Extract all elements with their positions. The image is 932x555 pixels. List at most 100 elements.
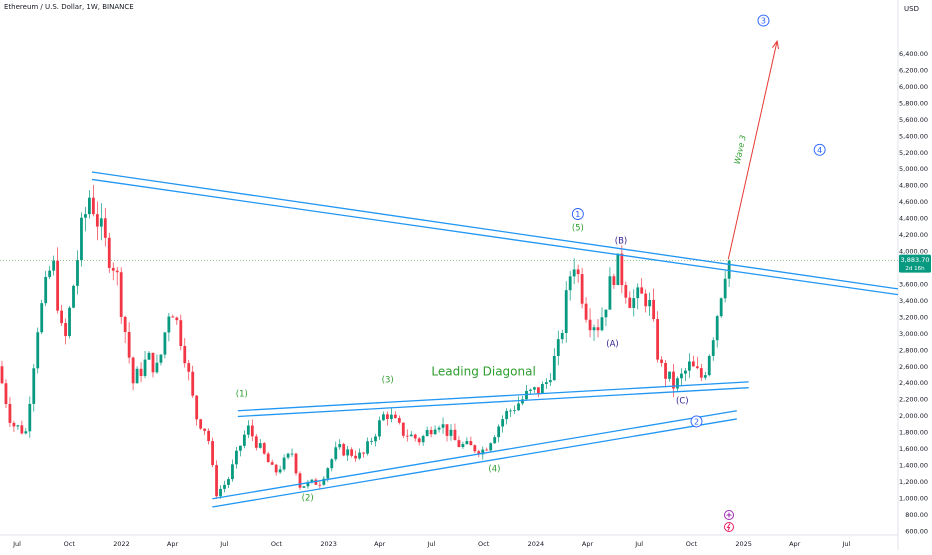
price-tick-label: 3,200.00 (899, 313, 928, 321)
price-axis[interactable]: 600.00 800.00 1,000.00 1,200.00 1,400.00 1,60… (899, 50, 928, 535)
time-tick-label: Oct (478, 540, 490, 548)
price-tick-label: 800.00 (905, 511, 928, 519)
candle-body (135, 368, 139, 384)
add-plus-icon[interactable] (724, 510, 734, 520)
candle-body (0, 366, 4, 384)
candle-body (604, 309, 608, 318)
candle-body (171, 316, 175, 318)
candle-body (620, 253, 624, 286)
candle-body (242, 434, 246, 446)
candle-body (429, 429, 433, 435)
candle-body (505, 411, 509, 420)
wave-circle-label: 4 (817, 146, 822, 155)
candle-body (660, 359, 663, 363)
candle-body (477, 451, 481, 455)
lightning-icon[interactable] (724, 522, 734, 532)
candle-body (417, 438, 421, 443)
candle-body (362, 452, 365, 454)
candle-body (680, 373, 683, 379)
candle-body (334, 447, 338, 460)
candle-body (123, 316, 127, 333)
candle-body (449, 429, 453, 436)
candle-body (326, 468, 330, 479)
candle-body (358, 452, 361, 459)
candle-body (16, 425, 20, 427)
candle-body (664, 362, 667, 379)
candle-body (711, 340, 715, 356)
candle-body (453, 429, 457, 441)
price-tick-label: 4,200.00 (899, 231, 928, 239)
symbol-title: Ethereum / U.S. Dollar, 1W, BINANCE (4, 3, 134, 11)
candle-body (493, 437, 497, 444)
candle-body (668, 371, 671, 379)
time-tick-label: 2022 (113, 540, 130, 548)
price-tick-label: 3,000.00 (899, 330, 928, 338)
candle-body (314, 479, 318, 485)
candle-body (274, 464, 278, 473)
candle-body (588, 319, 592, 331)
trendline-upper-resistance-b (91, 178, 899, 296)
candle-body (68, 307, 71, 337)
candle-body (286, 453, 290, 458)
candle-body (564, 290, 568, 334)
time-tick-label: Jul (634, 540, 643, 548)
candle-body (572, 269, 576, 277)
candle-body (401, 422, 405, 436)
trendline-diagonal-upper-a (237, 381, 749, 412)
candle-body (318, 484, 322, 486)
candle-body (294, 453, 298, 474)
candle-body (322, 478, 326, 485)
candle-body (707, 355, 711, 376)
candle-body (310, 479, 314, 482)
candle-body (616, 253, 620, 286)
candle-body (648, 299, 652, 307)
candle-body (600, 317, 604, 331)
candle-body (76, 260, 79, 286)
time-axis[interactable]: Jul Oct 2022 Apr Jul Oct 2023 Apr Jul Oct 2024 Apr J… (12, 540, 850, 548)
current-price-tag (899, 254, 931, 273)
candle-body (540, 384, 544, 394)
candle-body (537, 387, 540, 394)
wave-circle-marker (757, 14, 770, 27)
candle-body (56, 260, 60, 311)
candle-body (723, 278, 727, 299)
projection-label: Wave 3 (733, 134, 748, 165)
candle-body (191, 371, 195, 396)
candle-body (215, 465, 218, 497)
candle-body (378, 420, 381, 437)
time-tick-label: Oct (271, 540, 283, 548)
candle-body (672, 371, 675, 389)
price-tag-layer: 3,883.70 2d 16h (899, 254, 931, 273)
time-tick-label: Apr (167, 540, 179, 548)
price-tick-label: 1,400.00 (899, 462, 928, 470)
currency-label: USD (904, 5, 919, 13)
candle-body (421, 436, 425, 443)
candle-body (457, 440, 461, 448)
candle-body (405, 435, 409, 437)
candle-body (127, 332, 131, 358)
candle-body (521, 399, 524, 404)
candle-body (207, 430, 211, 442)
time-tick-label: Apr (582, 540, 594, 548)
price-tick-label: 4,400.00 (899, 215, 928, 223)
candle-body (691, 361, 695, 367)
candle-body (219, 488, 222, 497)
candle-body (115, 270, 119, 273)
candle-body (370, 441, 373, 443)
projection-layer: Wave 3 (727, 39, 780, 260)
projection-arrow-head (772, 39, 780, 50)
wave-circle-marker (813, 143, 826, 156)
trendline-diagonal-upper-b (237, 387, 749, 418)
wave-circle-label: 3 (761, 17, 766, 26)
candle-body (278, 469, 282, 473)
candle-body (346, 449, 350, 456)
time-tick-label: Apr (789, 540, 801, 548)
candle-body (509, 410, 512, 412)
candle-body (139, 368, 143, 376)
candle-body (636, 287, 640, 299)
time-tick-label: Jul (426, 540, 435, 548)
candle-body (513, 410, 516, 412)
wave-circle-label: 2 (694, 417, 699, 426)
